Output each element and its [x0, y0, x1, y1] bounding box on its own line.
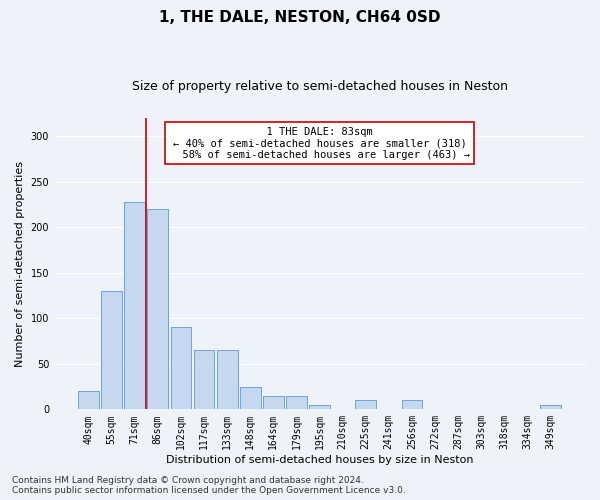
Text: 1 THE DALE: 83sqm  
← 40% of semi-detached houses are smaller (318)
  58% of sem: 1 THE DALE: 83sqm ← 40% of semi-detached…: [170, 126, 470, 160]
Y-axis label: Number of semi-detached properties: Number of semi-detached properties: [15, 160, 25, 366]
Bar: [217, 350, 238, 410]
Bar: [194, 350, 214, 410]
Bar: [540, 405, 561, 409]
Text: Contains HM Land Registry data © Crown copyright and database right 2024.
Contai: Contains HM Land Registry data © Crown c…: [12, 476, 406, 495]
Bar: [170, 328, 191, 409]
Bar: [355, 400, 376, 409]
Bar: [148, 209, 168, 410]
Text: 1, THE DALE, NESTON, CH64 0SD: 1, THE DALE, NESTON, CH64 0SD: [159, 10, 441, 25]
Bar: [401, 400, 422, 409]
Bar: [263, 396, 284, 409]
Title: Size of property relative to semi-detached houses in Neston: Size of property relative to semi-detach…: [131, 80, 508, 93]
X-axis label: Distribution of semi-detached houses by size in Neston: Distribution of semi-detached houses by …: [166, 455, 473, 465]
Bar: [309, 405, 330, 409]
Bar: [240, 386, 260, 409]
Bar: [286, 396, 307, 409]
Bar: [124, 202, 145, 410]
Bar: [78, 391, 99, 409]
Bar: [101, 291, 122, 410]
